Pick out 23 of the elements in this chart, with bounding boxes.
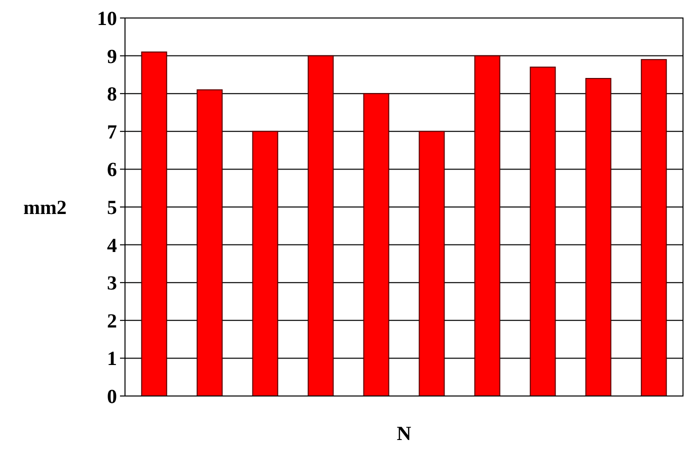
y-tick-label: 6: [107, 159, 117, 182]
y-tick-label: 9: [107, 46, 117, 68]
y-tick-label: 8: [107, 84, 117, 106]
bar: [363, 93, 390, 396]
bar: [418, 130, 445, 396]
y-tick-label: 5: [107, 197, 117, 219]
bar: [474, 55, 500, 396]
bar: [308, 55, 334, 396]
y-tick-label: 0: [107, 386, 117, 408]
y-axis-title: mm2: [23, 197, 67, 219]
y-tick-label: 3: [107, 272, 117, 295]
y-tick-label: 10: [97, 8, 117, 30]
bar: [585, 78, 612, 396]
bar: [530, 66, 556, 396]
y-tick-label: 1: [107, 348, 117, 370]
bar: [252, 130, 278, 396]
y-tick-label: 2: [107, 310, 117, 332]
x-axis-title: N: [396, 423, 412, 445]
y-tick-label: 4: [107, 234, 117, 257]
bar: [640, 59, 667, 396]
bar: [141, 52, 168, 396]
bar: [196, 89, 223, 396]
y-tick-label: 7: [107, 121, 117, 144]
